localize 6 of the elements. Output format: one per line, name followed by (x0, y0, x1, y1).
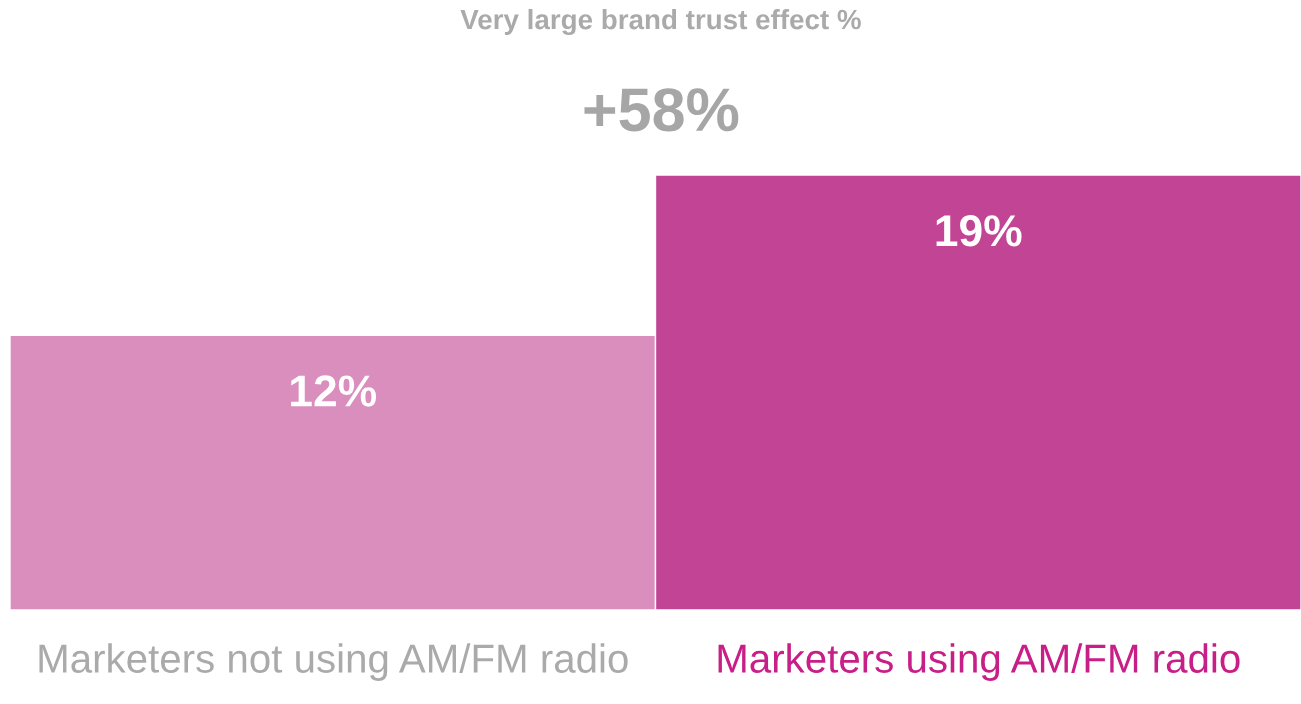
x-tick-label: Marketers not using AM/FM radio (39, 643, 628, 681)
data-label: 19% (936, 215, 1022, 247)
text: +58% (584, 88, 739, 132)
x-tick-label: Marketers using AM/FM radio (718, 643, 1240, 681)
chart-title: Very large brand trust effect % (460, 8, 861, 36)
data-label: 12% (291, 375, 377, 407)
